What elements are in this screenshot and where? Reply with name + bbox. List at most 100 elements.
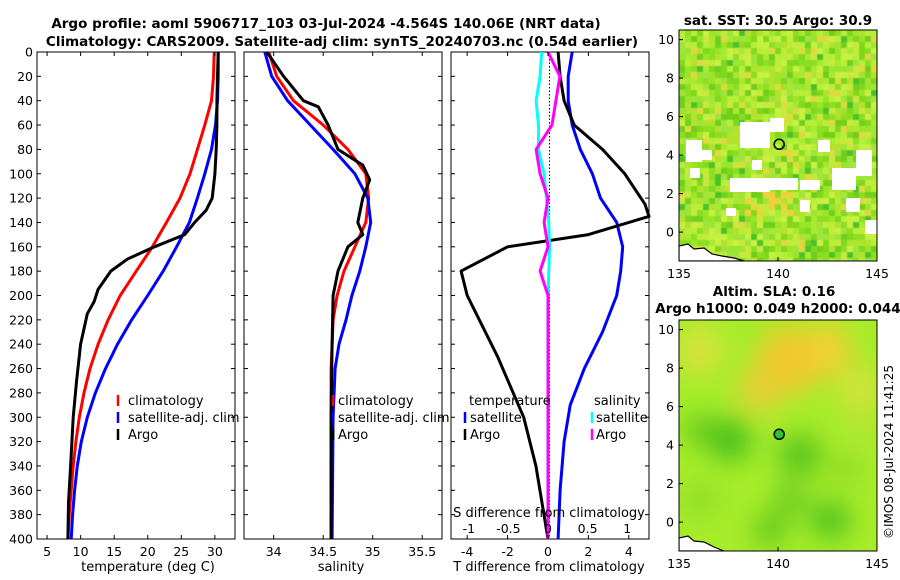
y-tick-label: 240 [9, 337, 33, 352]
legend-s-argo: Argo [596, 428, 626, 443]
y-tick-label: 400 [9, 532, 33, 547]
cloud-gap [800, 200, 810, 212]
cloud-gaps [686, 118, 877, 234]
y-tick-label: 6 [666, 109, 674, 124]
cloud-gap [752, 160, 762, 170]
legend-climatology: climatology [128, 394, 204, 409]
top-x-tick-label: 1 [623, 521, 631, 536]
title-line-2: Climatology: CARS2009. Satellite-adj cli… [46, 34, 638, 50]
cloud-gap [818, 140, 830, 152]
y-tick-label: 320 [9, 434, 33, 449]
x-tick-label: 35 [365, 544, 381, 559]
y-tick-label: 220 [9, 312, 33, 327]
x-tick-label: 135 [667, 556, 691, 571]
x-tick-label: 135 [667, 266, 691, 281]
sla-map-title-line-2: Argo h1000: 0.049 h2000: 0.044 [655, 301, 900, 317]
timestamp: ©IMOS 08-Jul-2024 11:41:25 [882, 365, 896, 539]
difference-panel: -4 -2 0 2 4 -1 -0.5 0 0.5 1 T difference from cli… [450, 51, 651, 575]
salinity-legend: climatology satellite-adj. clim Argo [331, 394, 450, 443]
cloud-gap [730, 178, 770, 192]
x-tick-label: 5 [43, 544, 51, 559]
salinity-xlabel: salinity [318, 560, 365, 575]
cloud-gap [846, 198, 860, 212]
legend-argo: Argo [128, 428, 158, 443]
x-tick-label: 34.5 [309, 544, 337, 559]
y-tick-label: 280 [9, 385, 33, 400]
legend-s-satellite: satellite [596, 411, 648, 426]
legend-title-temperature: temperature [469, 394, 551, 409]
sla-map-title-line-1: Altim. SLA: 0.16 [713, 284, 835, 300]
cloud-gap [726, 208, 736, 216]
x-tick-label: 20 [140, 544, 156, 559]
x-tick-label: 140 [766, 266, 790, 281]
legend-title-salinity: salinity [594, 394, 641, 409]
x-tick-label: 145 [865, 556, 889, 571]
cloud-gap [690, 168, 700, 178]
y-tick-label: 2 [666, 476, 674, 491]
series-line-argo [66, 51, 220, 540]
coastline [679, 535, 725, 551]
x-tick-label: 25 [173, 544, 189, 559]
y-tick-label: 180 [9, 264, 33, 279]
y-tick-label: 6 [666, 399, 674, 414]
coastline [679, 243, 745, 261]
top-x-tick-label: -1 [463, 521, 475, 536]
salinity-panel: 34 34.5 35 35.5 salinity climatology satell… [243, 51, 450, 575]
cloud-gap [770, 118, 784, 132]
top-x-tick-label: -0.5 [496, 521, 520, 536]
y-tick-label: 0 [25, 45, 33, 60]
temperature-panel: 0 20 40 60 80 100 120 140 160 180 200 220 240 260 280 3… [9, 45, 239, 576]
cloud-gap [856, 150, 872, 176]
x-tick-label: 35.5 [408, 544, 436, 559]
series-line-satellite-adj-clim [69, 52, 220, 540]
cloud-gap [865, 220, 877, 234]
series-line-argo [265, 51, 372, 539]
y-tick-label: 4 [666, 438, 674, 453]
x-tick-label: -2 [501, 544, 513, 559]
cloud-gap [740, 122, 770, 148]
legend-climatology: climatology [338, 394, 414, 409]
y-tick-label: 2 [666, 186, 674, 201]
legend-t-argo: Argo [470, 428, 500, 443]
series-line-salinity-argo [534, 51, 562, 539]
sla-field [679, 324, 877, 546]
y-tick-label: 4 [666, 148, 674, 163]
difference-legend: temperature salinity satellite Argo sate… [463, 394, 648, 443]
y-tick-label: 120 [9, 191, 33, 206]
sst-field [679, 30, 877, 261]
cloud-gap [800, 180, 820, 190]
x-tick-label: 4 [625, 544, 633, 559]
x-tick-label: 145 [865, 266, 889, 281]
sst-map-title: sat. SST: 30.5 Argo: 30.9 [684, 13, 872, 29]
y-tick-label: 20 [17, 69, 33, 84]
y-tick-label: 140 [9, 215, 33, 230]
series-line-satellite-adj-clim [263, 51, 373, 540]
temperature-xlabel: temperature (deg C) [81, 560, 215, 575]
y-tick-label: 340 [9, 458, 33, 473]
y-tick-label: 0 [666, 225, 674, 240]
x-tick-label: -4 [461, 544, 474, 559]
y-tick-label: 8 [666, 361, 674, 376]
sst-map-panel: sat. SST: 30.5 Argo: 30.9 135 140 145 0 2 4 6 8… [658, 13, 889, 281]
x-tick-label: 2 [584, 544, 592, 559]
salinity-axes [243, 51, 443, 540]
series-line-climatology [66, 51, 216, 540]
argo-location-marker [773, 138, 785, 151]
y-tick-label: 160 [9, 239, 33, 254]
top-x-tick-label: 0 [544, 521, 552, 536]
title-line-1: Argo profile: aoml 5906717_103 03-Jul-20… [51, 16, 600, 32]
argo-location-marker [773, 428, 785, 441]
legend-argo: Argo [338, 428, 368, 443]
cloud-gap [686, 140, 702, 162]
y-tick-label: 40 [17, 93, 33, 108]
y-tick-label: 200 [9, 288, 33, 303]
y-tick-label: 60 [17, 118, 33, 133]
legend-satellite-adj: satellite-adj. clim [128, 411, 240, 426]
y-tick-label: 260 [9, 361, 33, 376]
cloud-gap [832, 168, 856, 190]
sla-map-panel: Altim. SLA: 0.16 Argo h1000: 0.049 h2000… [655, 284, 900, 571]
y-tick-label: 8 [666, 71, 674, 86]
y-tick-label: 380 [9, 507, 33, 522]
top-x-tick-label: 0.5 [578, 521, 598, 536]
